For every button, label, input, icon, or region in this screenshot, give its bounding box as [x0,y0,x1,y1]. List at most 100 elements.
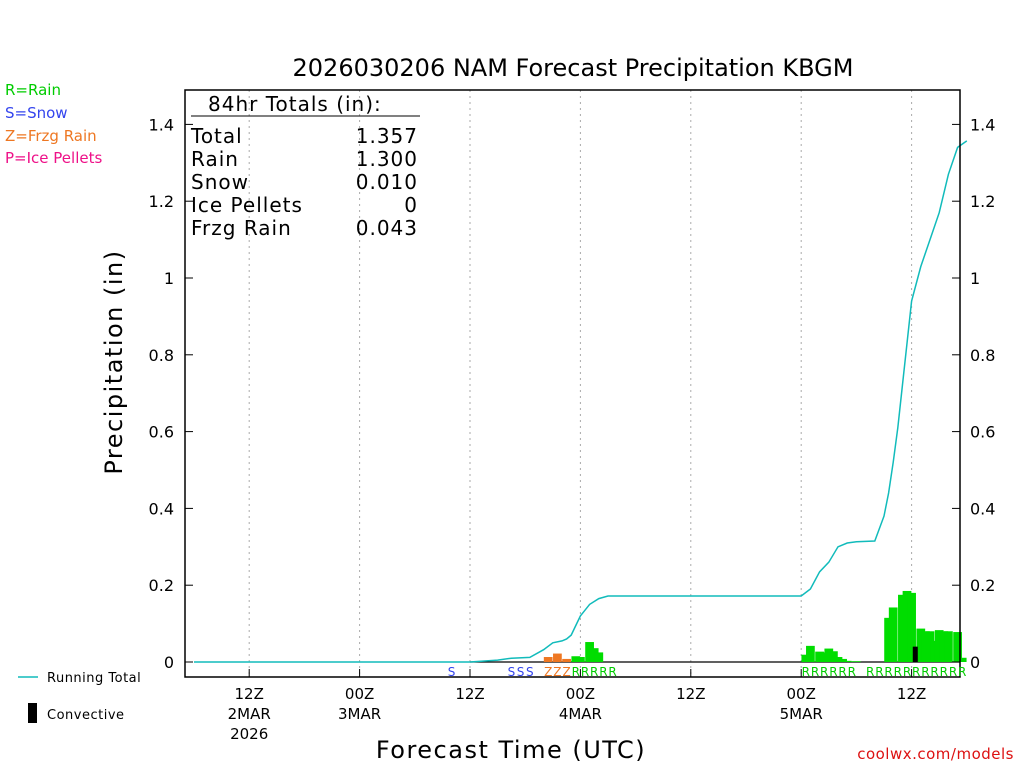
ptype-marker: R [829,665,837,679]
y-tick-label-right: 0.8 [970,346,995,365]
y-tick-label-left: 0.8 [149,346,174,365]
legend-rain: R=Rain [5,81,61,99]
y-tick-label-left: 0.6 [149,423,174,442]
line-layer [194,140,968,663]
rain-bar [829,651,838,662]
x-tick-label: 2026 [230,725,268,743]
y-tick-label-right: 1.2 [970,192,995,211]
plot-frame [184,89,961,678]
x-tick-label: 12Z [235,685,264,703]
x-tick-label: 00Z [787,685,816,703]
y-tick-label-left: 1.2 [149,192,174,211]
rain-bar [921,631,930,662]
totals-box: 84hr Totals (in): Total 1.357 Rain 1.300 Sno… [190,92,420,240]
y-tick-label-right: 0 [970,653,980,672]
totals-row-label: Rain [191,147,239,171]
ptype-marker: R [802,665,810,679]
ptype-marker: R [903,665,911,679]
rain-bar [594,652,604,662]
x-tick-label: 2MAR [228,705,271,723]
ptype-marker: R [848,665,856,679]
rain-bar [934,630,944,662]
rain-bar [907,592,916,662]
y-tick-label-left: 1 [164,269,174,288]
chart-title: 2026030206 NAM Forecast Precipitation KB… [293,54,854,82]
y-axis-label: Precipitation (in) [100,249,128,474]
line-legend: Running Total Convective [18,671,141,723]
y-tick-label-left: 0 [164,653,174,672]
ptype-marker: R [590,665,598,679]
ptype-marker: R [930,665,938,679]
y-tick-label-right: 1.4 [970,115,995,134]
ptype-marker: R [958,665,966,679]
ptype-marker: S [448,665,456,679]
y-tick-label-left: 0.4 [149,499,174,518]
legend-snow: S=Snow [5,104,68,122]
ptype-marker: R [912,665,920,679]
ptype-marker: R [599,665,607,679]
totals-row-label: Total [190,124,243,148]
totals-row-label: Snow [191,170,249,194]
ptype-marker: R [811,665,819,679]
bars-layer [543,590,967,662]
totals-row-value: 1.357 [356,124,418,148]
rain-bar [939,631,949,662]
x-tick-label: 12Z [897,685,926,703]
rain-bar [957,657,967,662]
frzg-rain-bar [553,653,562,662]
rain-bar [944,631,953,662]
rain-bar [925,631,935,662]
ptype-marker: Z [562,665,570,679]
ptype-marker: Z [553,665,561,679]
rain-bar [852,661,861,662]
rain-bar [898,594,907,662]
convective-legend-swatch [28,703,37,723]
convective-bar [912,646,918,662]
y-tick-label-left: 1.4 [149,115,174,134]
ptype-marker: R [940,665,948,679]
ptype-marker: R [581,665,589,679]
totals-row-label: Ice Pellets [191,193,303,217]
rain-bar [571,656,581,662]
totals-row-value: 0 [404,193,418,217]
rain-bar [902,590,912,662]
totals-rows: Total 1.357 Rain 1.300 Snow 0.010 Ice Pellets 0… [190,124,418,240]
source-credit: coolwx.com/models [857,745,1014,763]
convective-legend-label: Convective [47,708,125,723]
rain-bar [884,617,893,662]
ptype-marker: R [838,665,846,679]
ptype-marker: R [866,665,874,679]
y-tick-label-right: 1 [970,269,980,288]
ptype-marker: R [572,665,580,679]
ptype-marker: S [517,665,525,679]
ptype-marker: S [526,665,534,679]
rain-bar [824,648,834,662]
legend-ice-pellets: P=Ice Pellets [5,149,103,167]
ptype-marker: S [508,665,516,679]
x-tick-label: 00Z [345,685,374,703]
x-tick-label: 5MAR [780,705,823,723]
running-total-line [194,140,968,663]
rain-bar [953,632,962,662]
x-tick-label: 4MAR [559,705,602,723]
totals-row-value: 0.010 [356,170,418,194]
rain-bar [806,645,815,662]
totals-row-label: Frzg Rain [191,216,292,240]
rain-bar [815,651,824,662]
ptype-marker: R [921,665,929,679]
x-tick-label: 12Z [455,685,484,703]
rain-bar [819,652,829,662]
legend-frzg-rain: Z=Frzg Rain [5,127,97,145]
y-tick-label-right: 0.6 [970,423,995,442]
x-tick-label: 3MAR [338,705,381,723]
rain-bar [833,657,843,662]
frzg-rain-bar [543,657,553,662]
ptype-marker: R [608,665,616,679]
rain-bar [916,628,926,662]
x-axis-label: Forecast Time (UTC) [376,736,646,764]
rain-bar [930,640,939,662]
ptype-marker: R [820,665,828,679]
ptype-marker: Z [544,665,552,679]
x-tick-label: 00Z [566,685,595,703]
